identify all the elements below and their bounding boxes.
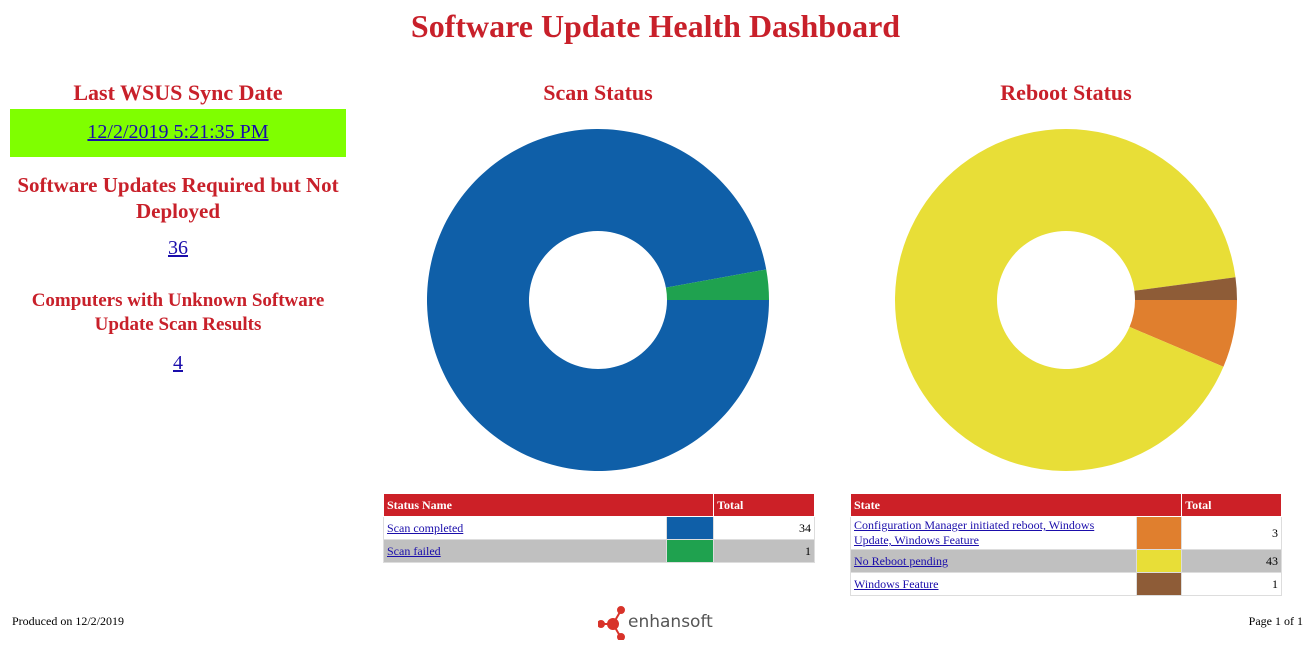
row-link[interactable]: Configuration Manager initiated reboot, … <box>854 518 1095 547</box>
donut-slice <box>665 269 769 300</box>
name-cell: Configuration Manager initiated reboot, … <box>850 516 1137 550</box>
sync-box: 12/2/2019 5:21:35 PM <box>10 109 346 157</box>
total-cell: 1 <box>1181 572 1282 596</box>
table-row: No Reboot pending 43 <box>850 549 1282 573</box>
color-swatch <box>666 516 715 540</box>
legend-table: Status Name Total Scan completed 34 Scan fai… <box>382 493 815 563</box>
table-row: Windows Feature 1 <box>850 572 1282 596</box>
required-value-box: 36 <box>10 237 346 260</box>
header-row: Status Name Total <box>382 493 815 517</box>
donut-slice <box>426 128 769 472</box>
name-cell: No Reboot pending <box>850 549 1137 573</box>
required-title: Software Updates Required but Not Deploy… <box>17 173 339 223</box>
page-number: Page 1 of 1 <box>1248 614 1303 628</box>
unknown-value-box: 4 <box>10 352 346 375</box>
logo-text: enhansoft <box>628 612 713 632</box>
row-link[interactable]: Windows Feature <box>854 576 939 591</box>
name-cell: Scan failed <box>382 539 668 563</box>
table-row: Scan failed 1 <box>382 539 815 563</box>
required-value[interactable]: 36 <box>168 237 188 259</box>
chart-title: Scan Status <box>543 80 653 105</box>
total-cell: 34 <box>713 516 815 540</box>
table-row: Configuration Manager initiated reboot, … <box>850 516 1282 550</box>
produced-on: Produced on 12/2/2019 <box>12 614 124 628</box>
sync-title: Last WSUS Sync Date <box>73 80 283 105</box>
header-cell: Total <box>1181 493 1282 517</box>
unknown-value[interactable]: 4 <box>173 352 183 374</box>
row-link[interactable]: Scan completed <box>387 520 464 535</box>
header-row: State Total <box>849 493 1282 517</box>
total-cell: 3 <box>1181 516 1282 550</box>
color-swatch <box>1135 516 1183 550</box>
header-cell: Status Name <box>382 493 715 517</box>
legend-table: State Total Configuration Manager initiate… <box>849 493 1282 596</box>
logo: enhansoft <box>597 604 713 641</box>
donut-slice <box>895 129 1236 472</box>
row-link[interactable]: No Reboot pending <box>854 553 948 568</box>
total-cell: 43 <box>1181 549 1282 573</box>
color-swatch <box>666 539 715 563</box>
color-swatch <box>1135 549 1183 573</box>
unknown-title: Computers with Unknown Software Update S… <box>31 290 325 335</box>
header-cell: Total <box>713 493 815 517</box>
charts <box>426 128 1237 472</box>
page-title: Software Update Health Dashboard <box>410 8 901 44</box>
table-row: Scan completed 34 <box>382 516 815 540</box>
row-link[interactable]: Scan failed <box>387 543 441 558</box>
header-cell: State <box>849 493 1183 517</box>
logo-icon <box>597 606 625 641</box>
chart-title: Reboot Status <box>1000 80 1132 105</box>
donut-slice <box>1134 277 1237 300</box>
donut-slice <box>1129 300 1237 367</box>
sync-date[interactable]: 12/2/2019 5:21:35 PM <box>87 121 269 143</box>
color-swatch <box>1135 572 1183 596</box>
name-cell: Windows Feature <box>850 572 1137 596</box>
name-cell: Scan completed <box>382 516 668 540</box>
total-cell: 1 <box>713 539 815 563</box>
